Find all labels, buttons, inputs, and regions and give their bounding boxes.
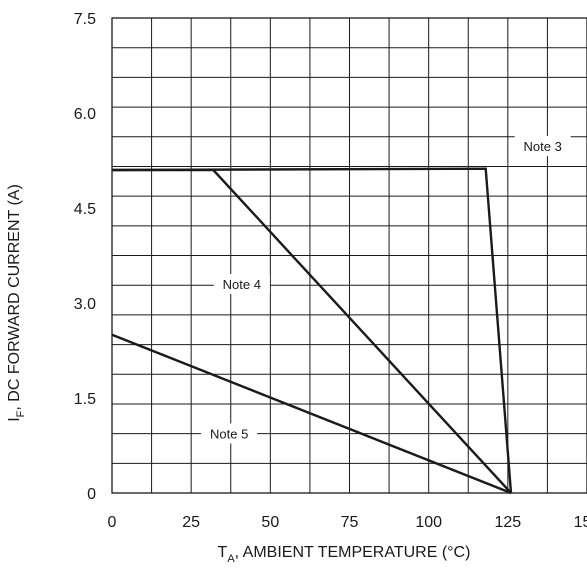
annotation-label: Note 4 — [223, 277, 261, 292]
y-axis-label: IF, DC FORWARD CURRENT (A) — [6, 184, 27, 422]
y-tick-labels: 0 1.5 3.0 4.5 6.0 7.5 — [74, 11, 96, 503]
series-lines — [111, 167, 513, 495]
annotation-background — [201, 423, 258, 444]
series-line-note-3 — [111, 167, 513, 494]
grid — [112, 18, 587, 493]
y-tick-label: 7.5 — [74, 11, 96, 28]
x-tick-label: 150 — [574, 514, 587, 531]
x-tick-label: 25 — [182, 514, 200, 531]
x-axis-label: TA, AMBIENT TEMPERATURE (°C) — [218, 544, 471, 565]
annotation-label: Note 5 — [210, 426, 248, 441]
plot-frame — [111, 17, 587, 494]
y-tick-label: 3.0 — [74, 296, 96, 313]
x-tick-label: 0 — [108, 514, 117, 531]
y-tick-label: 4.5 — [74, 201, 96, 218]
x-tick-label: 50 — [261, 514, 279, 531]
x-tick-label: 100 — [415, 514, 442, 531]
annotation-background — [514, 135, 571, 156]
x-tick-label: 125 — [494, 514, 521, 531]
annotations: Note 3 Note 4 Note 5 — [201, 135, 571, 444]
y-tick-label: 1.5 — [74, 391, 96, 408]
x-tick-labels: 0 25 50 75 100 125 150 — [108, 514, 587, 531]
y-tick-label: 0 — [87, 486, 96, 503]
annotation-label: Note 3 — [524, 139, 562, 154]
series-line-note-5 — [111, 333, 512, 495]
y-tick-label: 6.0 — [74, 106, 96, 123]
x-tick-label: 75 — [341, 514, 359, 531]
series-line-note-4 — [112, 168, 512, 494]
annotation-background — [213, 274, 270, 294]
